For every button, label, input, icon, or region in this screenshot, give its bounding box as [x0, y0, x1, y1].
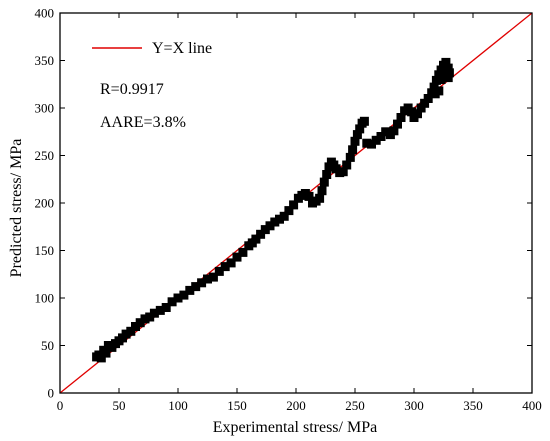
data-point — [345, 152, 355, 162]
data-point — [348, 145, 358, 155]
x-tick-label: 200 — [286, 398, 306, 413]
data-point — [238, 247, 248, 257]
data-point — [197, 278, 207, 288]
data-point — [441, 57, 451, 67]
data-point — [304, 191, 314, 201]
y-tick-label: 400 — [35, 6, 55, 21]
data-point — [362, 138, 372, 148]
data-point — [359, 116, 369, 126]
data-point — [338, 167, 348, 177]
data-point — [270, 217, 280, 227]
data-point — [167, 297, 177, 307]
data-point — [256, 229, 266, 239]
data-point — [420, 98, 430, 108]
annotation-r-value: R=0.9917 — [100, 81, 164, 98]
data-point — [393, 119, 402, 129]
legend: Y=X line — [92, 40, 212, 57]
data-point — [443, 73, 453, 83]
data-point — [430, 89, 440, 99]
data-point — [149, 308, 159, 318]
data-point — [443, 63, 453, 73]
data-point — [396, 113, 406, 122]
data-point — [279, 211, 289, 221]
data-point — [322, 170, 332, 179]
data-point — [220, 262, 230, 272]
data-point — [131, 322, 140, 331]
data-point — [381, 127, 391, 137]
data-point — [376, 132, 386, 141]
data-point — [436, 75, 446, 84]
data-point — [96, 353, 106, 363]
data-point — [203, 274, 212, 284]
data-point — [444, 68, 454, 78]
data-point — [429, 82, 439, 92]
legend-label-y-equals-x: Y=X line — [152, 40, 212, 57]
data-point — [413, 109, 422, 119]
x-tick-label: 150 — [227, 398, 247, 413]
y-tick-label: 300 — [35, 101, 55, 116]
data-point — [191, 282, 201, 292]
data-point — [251, 234, 261, 244]
data-point — [319, 177, 329, 187]
data-point — [352, 130, 362, 140]
data-point — [407, 107, 417, 117]
y-tick-label: 100 — [35, 291, 55, 306]
y-tick-label: 50 — [41, 338, 54, 353]
data-point — [275, 214, 284, 224]
data-point — [434, 70, 444, 80]
data-point — [355, 124, 365, 134]
data-point — [155, 305, 165, 315]
data-point — [317, 186, 327, 196]
x-tick-label: 400 — [522, 398, 542, 413]
data-point — [367, 139, 376, 149]
x-axis-title: Experimental stress/ MPa — [213, 419, 377, 436]
x-tick-label: 50 — [113, 398, 126, 413]
data-point — [208, 272, 218, 282]
data-point — [289, 200, 299, 210]
x-tick-label: 350 — [463, 398, 483, 413]
y-tick-label: 250 — [35, 148, 55, 163]
data-point — [145, 312, 155, 322]
data-point — [284, 206, 294, 216]
data-point — [121, 329, 131, 339]
data-point — [416, 103, 426, 113]
data-point — [179, 290, 189, 300]
x-tick-label: 100 — [168, 398, 188, 413]
data-point — [371, 135, 381, 145]
data-point — [140, 314, 150, 324]
y-tick-label: 150 — [35, 243, 55, 258]
annotation-aare-value: AARE=3.8% — [100, 114, 186, 131]
data-point — [431, 75, 441, 85]
data-point — [315, 193, 325, 203]
y-tick-label: 200 — [35, 196, 55, 211]
data-point — [226, 258, 236, 268]
data-point — [260, 225, 270, 235]
data-point — [173, 293, 183, 303]
y-tick-label: 350 — [35, 53, 55, 68]
data-point — [265, 221, 275, 231]
x-tick-label: 250 — [345, 398, 365, 413]
data-point — [126, 326, 136, 336]
data-point — [439, 65, 448, 75]
data-point — [324, 162, 334, 172]
data-point — [232, 252, 242, 262]
data-point — [185, 285, 195, 295]
data-point — [423, 94, 433, 103]
y-axis-title: Predicted stress/ MPa — [8, 139, 25, 278]
data-point — [101, 348, 111, 358]
x-tick-label: 0 — [57, 398, 64, 413]
data-point — [342, 160, 352, 170]
x-tick-label: 300 — [404, 398, 424, 413]
data-point — [350, 136, 360, 146]
data-point — [161, 303, 171, 312]
data-point — [135, 318, 145, 328]
y-tick-label: 0 — [48, 386, 55, 401]
data-point — [389, 126, 399, 136]
data-point — [214, 266, 224, 276]
